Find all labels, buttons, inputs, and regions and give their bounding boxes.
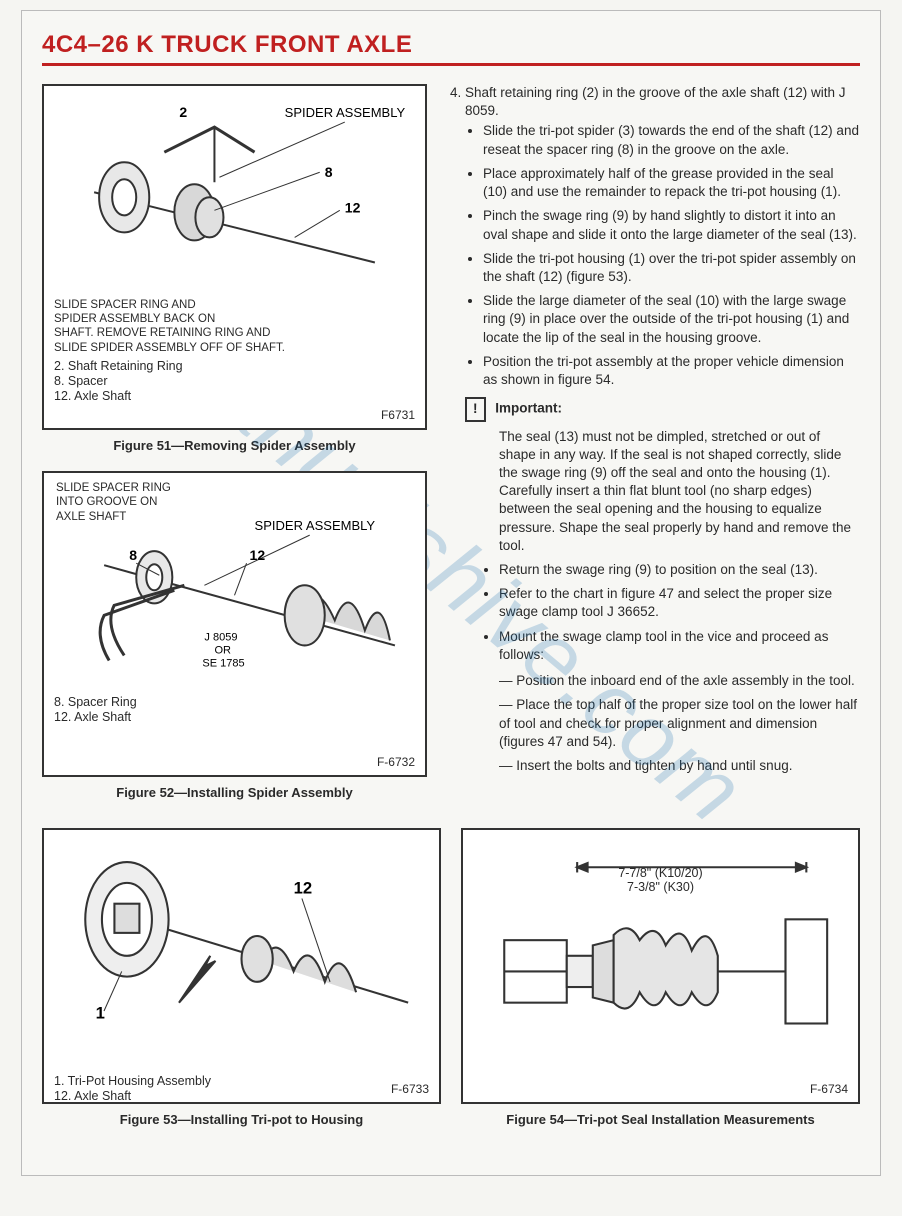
figure-52-legend: 8. Spacer Ring 12. Axle Shaft [54,695,415,724]
figure-54: 7-7/8" (K10/20) 7-3/8" (K30) F-6734 [461,828,860,1104]
step-list: Shaft retaining ring (2) in the groove o… [447,84,860,775]
step-4: Shaft retaining ring (2) in the groove o… [465,84,860,775]
figure-51-svg: 2 SPIDER ASSEMBLY 8 12 [54,92,415,293]
figure-53-legend: 1. Tri-Pot Housing Assembly 12. Axle Sha… [54,1074,429,1103]
figure-53: 1 12 1. Tri-Pot Housing Assembly 12. Axl… [42,828,441,1104]
figure-51-caption: Figure 51—Removing Spider Assembly [42,438,427,453]
callout-8: 8 [129,547,137,563]
manual-page: manualshive.com 4C4–26 K TRUCK FRONT AXL… [21,10,881,1176]
callout-8: 8 [325,164,333,180]
figure-53-svg: 1 12 [54,836,429,1065]
callout-12: 12 [294,878,313,897]
page-title: 4C4–26 K TRUCK FRONT AXLE [42,31,412,58]
figure-54-caption: Figure 54—Tri-pot Seal Installation Meas… [461,1112,860,1127]
bottom-figures: 1 12 1. Tri-Pot Housing Assembly 12. Axl… [42,828,860,1145]
figure-52: SLIDE SPACER RING INTO GROOVE ON AXLE SH… [42,471,427,777]
figure-51-instructions: SLIDE SPACER RING AND SPIDER ASSEMBLY BA… [54,298,415,356]
callout-spider: SPIDER ASSEMBLY [255,518,376,533]
step-4-dashes: Position the inboard end of the axle ass… [481,672,860,775]
callout-spider: SPIDER ASSEMBLY [285,105,406,120]
dim-labels: 7-7/8" (K10/20) 7-3/8" (K30) [463,866,858,894]
tool-label: J 8059 OR SE 1785 [202,631,244,669]
figure-52-id: F-6732 [377,755,415,769]
figure-53-id: F-6733 [391,1082,429,1096]
important-text: The seal (13) must not be dimpled, stret… [499,428,860,556]
figure-53-caption: Figure 53—Installing Tri-pot to Housing [42,1112,441,1127]
figure-51-id: F6731 [381,408,415,422]
callout-2: 2 [179,104,187,120]
figure-54-id: F-6734 [810,1082,848,1096]
callout-12: 12 [345,199,361,215]
important-block: ! Important: The seal (13) must not be d… [465,397,860,555]
figure-52-caption: Figure 52—Installing Spider Assembly [42,785,427,800]
figure-51-legend: 2. Shaft Retaining Ring 8. Spacer 12. Ax… [54,359,415,403]
content-columns: 2 SPIDER ASSEMBLY 8 12 SLIDE SPACER RING… [42,84,860,818]
left-column: 2 SPIDER ASSEMBLY 8 12 SLIDE SPACER RING… [42,84,427,818]
step-4-bullets: Slide the tri-pot spider (3) towards the… [465,122,860,389]
important-icon: ! [465,397,486,421]
figure-52-instructions: SLIDE SPACER RING INTO GROOVE ON AXLE SH… [56,481,171,524]
figure-53-wrap: 1 12 1. Tri-Pot Housing Assembly 12. Axl… [42,828,441,1145]
callout-12: 12 [250,547,266,563]
step-4-bullets-2: Return the swage ring (9) to position on… [481,561,860,664]
figure-51: 2 SPIDER ASSEMBLY 8 12 SLIDE SPACER RING… [42,84,427,430]
right-column: Shaft retaining ring (2) in the groove o… [447,84,860,818]
page-header: 4C4–26 K TRUCK FRONT AXLE [42,31,860,66]
figure-54-wrap: 7-7/8" (K10/20) 7-3/8" (K30) F-6734 Figu… [461,828,860,1145]
callout-1: 1 [96,1003,105,1022]
important-label: Important: [495,401,562,416]
